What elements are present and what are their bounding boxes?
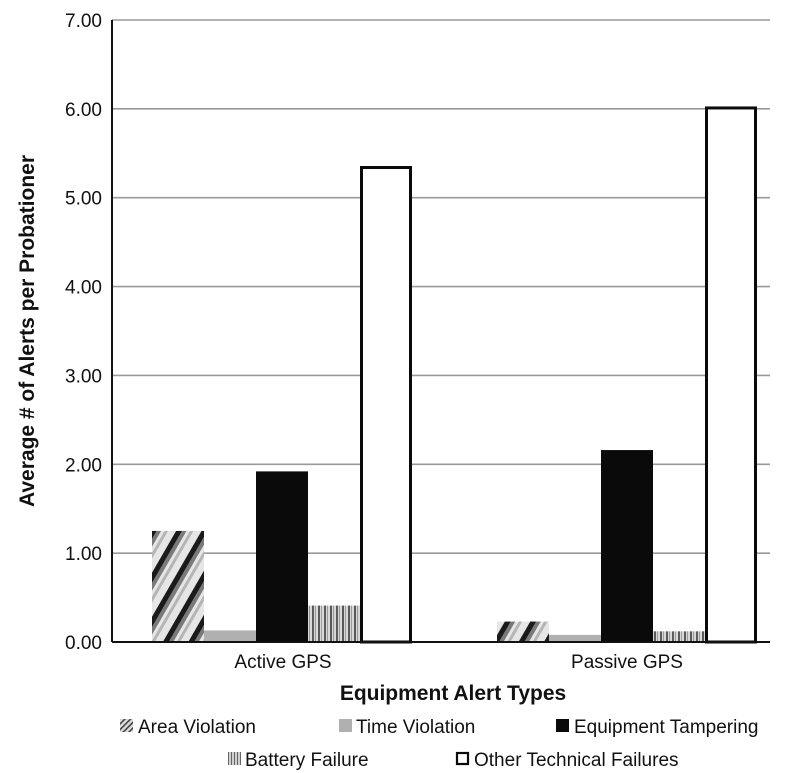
y-tick-label: 0.00 (65, 633, 102, 654)
y-tick-label: 3.00 (65, 366, 102, 387)
legend-label: Equipment Tampering (574, 717, 758, 738)
y-tick-label: 1.00 (65, 544, 102, 565)
bar-battery-failure (308, 605, 360, 642)
bar-area-violation (152, 530, 204, 642)
gridlines (112, 19, 770, 554)
y-axis-title: Average # of Alerts per Probationer (16, 155, 39, 507)
legend-label: Other Technical Failures (474, 750, 679, 771)
x-axis-ticks: Active GPS Passive GPS (234, 652, 683, 673)
bar-time-violation (204, 630, 256, 642)
y-axis-ticks: 0.00 1.00 2.00 3.00 4.00 5.00 6.00 7.00 (65, 11, 102, 654)
legend-swatch (455, 751, 470, 766)
legend-label: Battery Failure (245, 750, 369, 771)
bars (152, 106, 757, 644)
legend-swatch (228, 752, 241, 765)
x-axis-title: Equipment Alert Types (340, 682, 566, 705)
x-tick-label: Passive GPS (571, 652, 683, 673)
bar-equipment-tampering (601, 450, 653, 642)
bar-equipment-tampering (256, 471, 308, 642)
y-tick-label: 5.00 (65, 189, 102, 210)
legend-swatch (339, 719, 352, 732)
bar-time-violation (549, 634, 601, 642)
legend-swatch (556, 719, 569, 732)
x-tick-label: Active GPS (234, 652, 331, 673)
bar-area-violation (497, 621, 549, 642)
y-tick-label: 6.00 (65, 100, 102, 121)
legend-label: Area Violation (138, 717, 256, 738)
legend-swatch (120, 719, 133, 732)
bar-other-technical-failures (705, 106, 757, 644)
y-tick-label: 7.00 (65, 11, 102, 32)
y-tick-label: 4.00 (65, 278, 102, 299)
bar-battery-failure (653, 631, 705, 642)
bar-other-technical-failures (360, 166, 412, 644)
legend: Area Violation Time Violation Equipment Ta… (120, 717, 758, 771)
y-tick-label: 2.00 (65, 455, 102, 476)
legend-label: Time Violation (356, 717, 475, 738)
